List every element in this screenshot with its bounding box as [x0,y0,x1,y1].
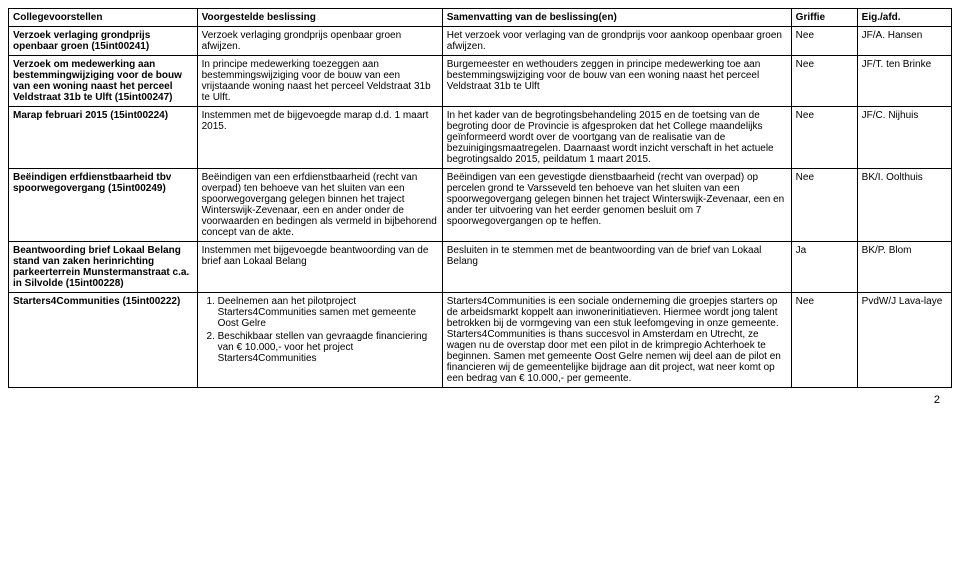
cell-title: Verzoek verlaging grondprijs openbaar gr… [9,27,198,56]
cell-title: Starters4Communities (15int00222) [9,293,198,388]
cell-griffie: Nee [791,169,857,242]
cell-decision: Instemmen met bijgevoegde beantwoording … [197,242,442,293]
decisions-table: Collegevoorstellen Voorgestelde beslissi… [8,8,952,388]
cell-griffie: Nee [791,27,857,56]
header-collegevoorstellen: Collegevoorstellen [9,9,198,27]
cell-decision: Instemmen met de bijgevoegde marap d.d. … [197,107,442,169]
table-row: Beantwoording brief Lokaal Belang stand … [9,242,952,293]
cell-title: Marap februari 2015 (15int00224) [9,107,198,169]
cell-title: Verzoek om medewerking aan bestemmingwij… [9,56,198,107]
cell-decision: Beëindigen van een erfdienstbaarheid (re… [197,169,442,242]
table-row: Beëindigen erfdienstbaarheid tbv spoorwe… [9,169,952,242]
cell-eig: PvdW/J Lava-laye [857,293,951,388]
table-row: Marap februari 2015 (15int00224) Instemm… [9,107,952,169]
cell-eig: JF/C. Nijhuis [857,107,951,169]
table-row: Starters4Communities (15int00222) Deelne… [9,293,952,388]
list-item: Beschikbaar stellen van gevraagde financ… [218,331,438,364]
table-row: Verzoek om medewerking aan bestemmingwij… [9,56,952,107]
cell-title: Beëindigen erfdienstbaarheid tbv spoorwe… [9,169,198,242]
header-griffie: Griffie [791,9,857,27]
cell-griffie: Nee [791,293,857,388]
cell-griffie: Nee [791,107,857,169]
cell-summary: In het kader van de begrotingsbehandelin… [442,107,791,169]
cell-griffie: Ja [791,242,857,293]
list-item: Deelnemen aan het pilotproject Starters4… [218,296,438,329]
cell-summary: Het verzoek voor verlaging van de grondp… [442,27,791,56]
cell-eig: JF/A. Hansen [857,27,951,56]
header-eig-afd: Eig./afd. [857,9,951,27]
table-row: Verzoek verlaging grondprijs openbaar gr… [9,27,952,56]
cell-eig: JF/T. ten Brinke [857,56,951,107]
cell-eig: BK/I. Oolthuis [857,169,951,242]
cell-summary: Beëindigen van een gevestigde dienstbaar… [442,169,791,242]
cell-summary: Besluiten in te stemmen met de beantwoor… [442,242,791,293]
cell-griffie: Nee [791,56,857,107]
header-voorgestelde-beslissing: Voorgestelde beslissing [197,9,442,27]
cell-decision: In principe medewerking toezeggen aan be… [197,56,442,107]
header-row: Collegevoorstellen Voorgestelde beslissi… [9,9,952,27]
cell-decision: Deelnemen aan het pilotproject Starters4… [197,293,442,388]
header-samenvatting: Samenvatting van de beslissing(en) [442,9,791,27]
page-number: 2 [8,388,952,406]
cell-title: Beantwoording brief Lokaal Belang stand … [9,242,198,293]
cell-summary: Burgemeester en wethouders zeggen in pri… [442,56,791,107]
cell-decision: Verzoek verlaging grondprijs openbaar gr… [197,27,442,56]
cell-summary: Starters4Communities is een sociale onde… [442,293,791,388]
cell-eig: BK/P. Blom [857,242,951,293]
